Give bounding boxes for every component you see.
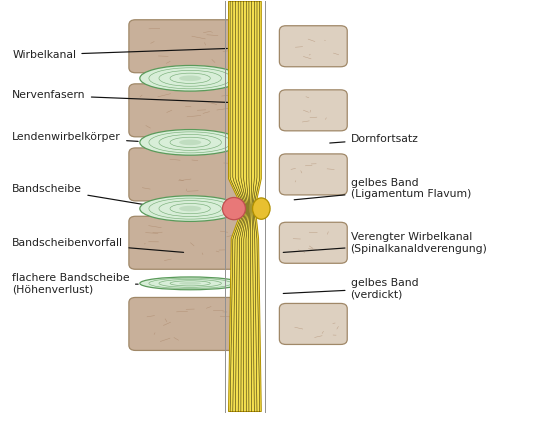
FancyBboxPatch shape (129, 148, 251, 201)
Text: Dornfortsatz: Dornfortsatz (330, 134, 419, 144)
FancyBboxPatch shape (129, 84, 251, 137)
Ellipse shape (179, 282, 201, 285)
Polygon shape (228, 1, 261, 412)
FancyBboxPatch shape (129, 216, 251, 269)
Ellipse shape (222, 197, 245, 220)
Ellipse shape (140, 65, 240, 91)
FancyBboxPatch shape (279, 304, 347, 344)
Text: Verengter Wirbelkanal
(Spinalkanaldverengung): Verengter Wirbelkanal (Spinalkanaldveren… (283, 232, 487, 254)
FancyBboxPatch shape (129, 298, 251, 350)
Text: gelbes Band
(Ligamentum Flavum): gelbes Band (Ligamentum Flavum) (294, 178, 471, 200)
Ellipse shape (179, 140, 201, 145)
Ellipse shape (179, 76, 201, 81)
FancyBboxPatch shape (129, 20, 251, 73)
Text: flachere Bandscheibe
(Höhenverlust): flachere Bandscheibe (Höhenverlust) (12, 273, 138, 294)
Ellipse shape (252, 198, 270, 219)
FancyBboxPatch shape (279, 26, 347, 67)
FancyBboxPatch shape (279, 154, 347, 195)
Text: Bandscheibe: Bandscheibe (12, 184, 147, 205)
Text: Bandscheibenvorfall: Bandscheibenvorfall (12, 238, 184, 252)
Text: Wirbelkanal: Wirbelkanal (12, 49, 227, 60)
Ellipse shape (179, 206, 201, 212)
Text: Nervenfasern: Nervenfasern (12, 90, 242, 103)
Ellipse shape (140, 277, 240, 290)
Ellipse shape (140, 196, 240, 221)
Text: Lendenwirbelkörper: Lendenwirbelkörper (12, 132, 138, 142)
FancyBboxPatch shape (279, 90, 347, 131)
Ellipse shape (140, 129, 240, 155)
Text: gelbes Band
(verdickt): gelbes Band (verdickt) (283, 278, 418, 299)
FancyBboxPatch shape (279, 222, 347, 263)
